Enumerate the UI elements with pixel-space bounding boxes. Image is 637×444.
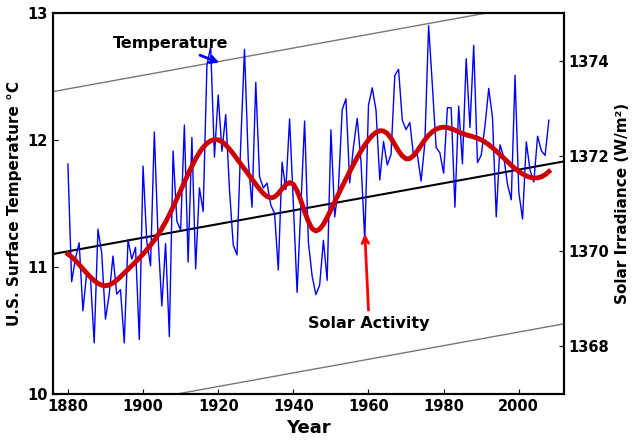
Text: Solar Activity: Solar Activity xyxy=(308,237,430,331)
Y-axis label: U.S. Surface Temperature °C: U.S. Surface Temperature °C xyxy=(7,81,22,326)
X-axis label: Year: Year xyxy=(286,419,331,437)
Y-axis label: Solar Irradiance (W/m²): Solar Irradiance (W/m²) xyxy=(615,103,630,304)
Text: Temperature: Temperature xyxy=(113,36,229,62)
